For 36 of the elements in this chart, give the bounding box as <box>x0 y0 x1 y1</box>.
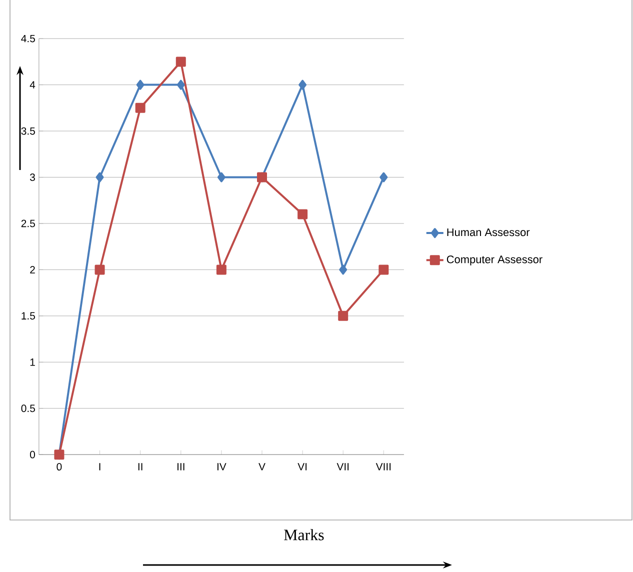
x-tick-label: II <box>138 463 142 470</box>
y-tick-label: 4 <box>30 81 36 88</box>
x-tick-label: VII <box>336 463 349 470</box>
point <box>96 172 104 182</box>
point <box>135 102 146 113</box>
y-tick-label: 2 <box>30 266 35 274</box>
x-tick-label: IV <box>217 463 226 470</box>
y-tick-label: 1.5 <box>22 312 35 320</box>
y-tick-label: 0.5 <box>21 404 35 412</box>
point <box>94 264 105 275</box>
point <box>176 80 185 90</box>
point <box>380 172 388 182</box>
y-tick-label: 0 <box>30 450 36 458</box>
y-tick-label: 1 <box>30 358 35 366</box>
x-tick-label: VIII <box>376 463 391 470</box>
point <box>136 80 144 90</box>
point <box>176 56 186 67</box>
y-tick-label: 3.5 <box>21 127 35 135</box>
point <box>339 264 348 275</box>
x-axis-title: Marks <box>284 529 324 540</box>
point <box>298 209 308 220</box>
x-tick-label: VI <box>298 463 307 470</box>
y-tick-label: 2.5 <box>21 220 35 228</box>
x-tick-label: V <box>258 463 266 470</box>
y-tick-label: 3 <box>30 174 35 181</box>
legend-label: Computer Assessor <box>446 256 542 266</box>
point <box>217 172 226 182</box>
x-tick-label: 0 <box>56 463 62 471</box>
point <box>298 80 307 90</box>
y-tick-label: 4.5 <box>21 34 35 42</box>
point <box>216 264 226 275</box>
x-tick-label: I <box>99 463 100 470</box>
legend-label: Human Assessor <box>447 228 530 236</box>
x-tick-label: III <box>177 463 184 470</box>
point <box>378 264 389 275</box>
point <box>338 310 348 321</box>
